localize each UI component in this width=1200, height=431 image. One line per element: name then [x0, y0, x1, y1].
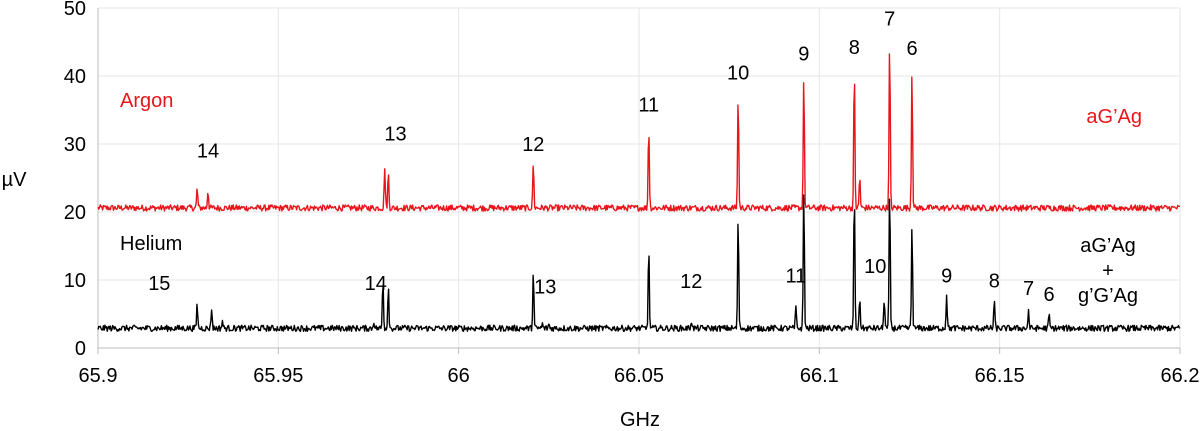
peak-label-helium: 14	[365, 273, 387, 295]
peak-label-helium: 10	[864, 256, 886, 278]
x-tick-labels: 65.9 65.95 66 66.05 66.1 66.15 66.2	[79, 365, 1200, 387]
y-tick-label: 40	[64, 66, 86, 88]
x-tick-label: 66.1	[800, 365, 839, 387]
x-tick-label: 66.2	[1161, 365, 1200, 387]
peak-label-helium: 9	[941, 266, 952, 288]
y-tick-label: 10	[64, 270, 86, 292]
series-lines	[97, 53, 1181, 333]
y-tick-label: 30	[64, 134, 86, 156]
series-name-helium: Helium	[120, 233, 182, 255]
y-axis-title: µV	[2, 169, 28, 191]
conformer-argon: aG’Ag	[1086, 106, 1142, 128]
peak-label-helium: 13	[534, 277, 556, 299]
y-tick-label: 0	[75, 338, 86, 360]
peak-label-helium: 7	[1023, 278, 1034, 300]
peak-label-argon: 12	[522, 134, 544, 156]
x-tick-label: 65.9	[79, 365, 118, 387]
peak-label-helium: 11	[786, 266, 807, 288]
x-tick-label: 65.95	[253, 365, 303, 387]
peak-label-argon: 8	[849, 37, 860, 59]
y-tick-label: 20	[64, 202, 86, 224]
peak-label-argon: 11	[638, 94, 659, 116]
conformer-helium-line-3: g’G’Ag	[1078, 285, 1138, 307]
gridlines	[97, 7, 1181, 349]
x-tick-label: 66	[448, 365, 470, 387]
y-tick-labels: 0 10 20 30 40 50	[64, 0, 86, 360]
peak-label-helium: 6	[1044, 284, 1055, 306]
axes	[97, 8, 1181, 354]
x-tick-label: 66.05	[614, 365, 664, 387]
series-line-argon	[97, 53, 1181, 212]
peak-label-helium: 8	[989, 270, 1000, 292]
y-tick-label: 50	[64, 0, 86, 20]
series-name-argon: Argon	[120, 90, 173, 112]
conformer-helium-line-2: +	[1102, 260, 1114, 282]
peak-label-helium: 12	[680, 271, 702, 293]
peak-label-argon: 10	[727, 62, 749, 84]
conformer-helium-line-1: aG’Ag	[1080, 235, 1136, 257]
series-line-helium	[97, 194, 1181, 333]
x-tick-label: 66.15	[975, 365, 1025, 387]
peak-label-helium: 15	[148, 273, 170, 295]
peak-label-argon: 6	[906, 38, 917, 60]
peak-label-argon: 9	[798, 43, 809, 65]
peak-label-argon: 7	[884, 9, 895, 31]
x-axis-title: GHz	[620, 409, 660, 431]
peak-label-argon: 13	[384, 124, 406, 146]
peak-label-argon: 14	[197, 141, 219, 163]
